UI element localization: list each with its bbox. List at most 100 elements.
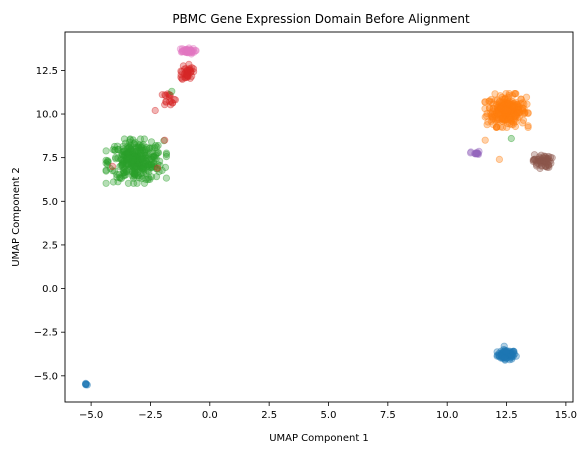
scatter-point — [177, 67, 185, 75]
scatter-point — [147, 164, 155, 172]
scatter-point — [181, 46, 189, 54]
scatter-point — [117, 155, 125, 163]
scatter-point — [497, 354, 505, 362]
scatter-point — [171, 96, 179, 104]
scatter-point — [502, 105, 510, 114]
scatter-point — [509, 347, 518, 355]
scatter-point — [503, 99, 511, 108]
scatter-point — [190, 68, 198, 76]
scatter-point — [122, 167, 130, 175]
scatter-point — [120, 151, 128, 160]
scatter-point — [541, 152, 550, 161]
scatter-point — [138, 175, 146, 183]
scatter-point — [504, 106, 512, 114]
scatter-point — [499, 101, 507, 109]
scatter-point — [511, 122, 520, 131]
scatter-point — [118, 151, 127, 159]
scatter-point — [152, 149, 161, 157]
scatter-point — [515, 109, 523, 117]
scatter-point — [539, 154, 547, 162]
scatter-point — [499, 351, 507, 359]
scatter-point — [505, 90, 513, 98]
scatter-point — [511, 111, 520, 120]
scatter-point — [138, 144, 146, 152]
scatter-point — [543, 163, 551, 171]
scatter-point — [132, 154, 140, 162]
scatter-point — [544, 156, 552, 165]
scatter-point — [519, 107, 527, 115]
scatter-point — [497, 351, 505, 359]
scatter-point — [493, 103, 501, 111]
scatter-point — [186, 47, 194, 55]
scatter-point — [512, 352, 520, 360]
scatter-point — [503, 349, 512, 358]
scatter-point — [515, 113, 523, 121]
scatter-point — [504, 93, 512, 101]
scatter-point — [134, 152, 142, 160]
scatter-point — [183, 73, 191, 82]
scatter-point — [130, 156, 138, 164]
scatter-point — [183, 68, 191, 77]
scatter-point — [504, 108, 513, 117]
scatter-point — [492, 123, 501, 131]
scatter-point — [124, 156, 132, 164]
scatter-point — [184, 71, 192, 79]
scatter-point — [542, 156, 550, 164]
scatter-point — [507, 106, 515, 115]
scatter-point — [504, 350, 512, 358]
scatter-point — [189, 65, 198, 73]
scatter-point — [499, 352, 507, 360]
scatter-point — [502, 100, 510, 108]
scatter-point — [507, 113, 516, 121]
scatter-point — [507, 349, 515, 358]
scatter-point — [150, 154, 158, 162]
scatter-point — [514, 104, 523, 112]
scatter-point — [148, 173, 156, 181]
scatter-point — [131, 156, 139, 164]
scatter-point — [501, 95, 509, 104]
scatter-point — [164, 90, 172, 98]
scatter-point — [504, 99, 512, 107]
scatter-point — [124, 152, 132, 160]
x-axis-label: UMAP Component 1 — [269, 433, 369, 444]
scatter-point — [537, 156, 545, 164]
scatter-point — [471, 150, 479, 158]
scatter-point — [535, 160, 543, 168]
scatter-point — [118, 156, 126, 164]
scatter-point — [495, 155, 503, 163]
scatter-point — [513, 109, 521, 117]
scatter-point — [519, 116, 528, 124]
scatter-point — [119, 167, 127, 175]
scatter-point — [138, 165, 146, 173]
scatter-point — [136, 155, 144, 163]
scatter-point — [497, 105, 505, 113]
scatter-point — [489, 113, 497, 121]
scatter-point — [510, 99, 518, 107]
scatter-point — [184, 47, 192, 56]
scatter-point — [132, 145, 140, 153]
scatter-point — [134, 143, 142, 151]
scatter-point — [136, 165, 144, 174]
scatter-point — [135, 150, 143, 158]
scatter-point — [121, 151, 129, 159]
scatter-point — [162, 153, 170, 161]
scatter-point — [152, 173, 161, 181]
scatter-point — [114, 154, 122, 162]
scatter-point — [135, 158, 143, 167]
scatter-point — [501, 111, 509, 119]
scatter-point — [504, 115, 512, 123]
scatter-point — [536, 157, 545, 165]
scatter-point — [488, 110, 496, 118]
y-tick-label: 7.5 — [42, 153, 58, 164]
scatter-point — [530, 151, 539, 159]
scatter-point — [503, 353, 512, 361]
x-tick-label: 5.0 — [321, 410, 337, 421]
scatter-point — [170, 95, 178, 104]
scatter-point — [102, 156, 110, 164]
scatter-point — [509, 349, 518, 357]
scatter-point — [146, 175, 154, 183]
scatter-point — [501, 100, 509, 108]
scatter-point — [178, 74, 186, 83]
scatter-point — [536, 164, 544, 173]
